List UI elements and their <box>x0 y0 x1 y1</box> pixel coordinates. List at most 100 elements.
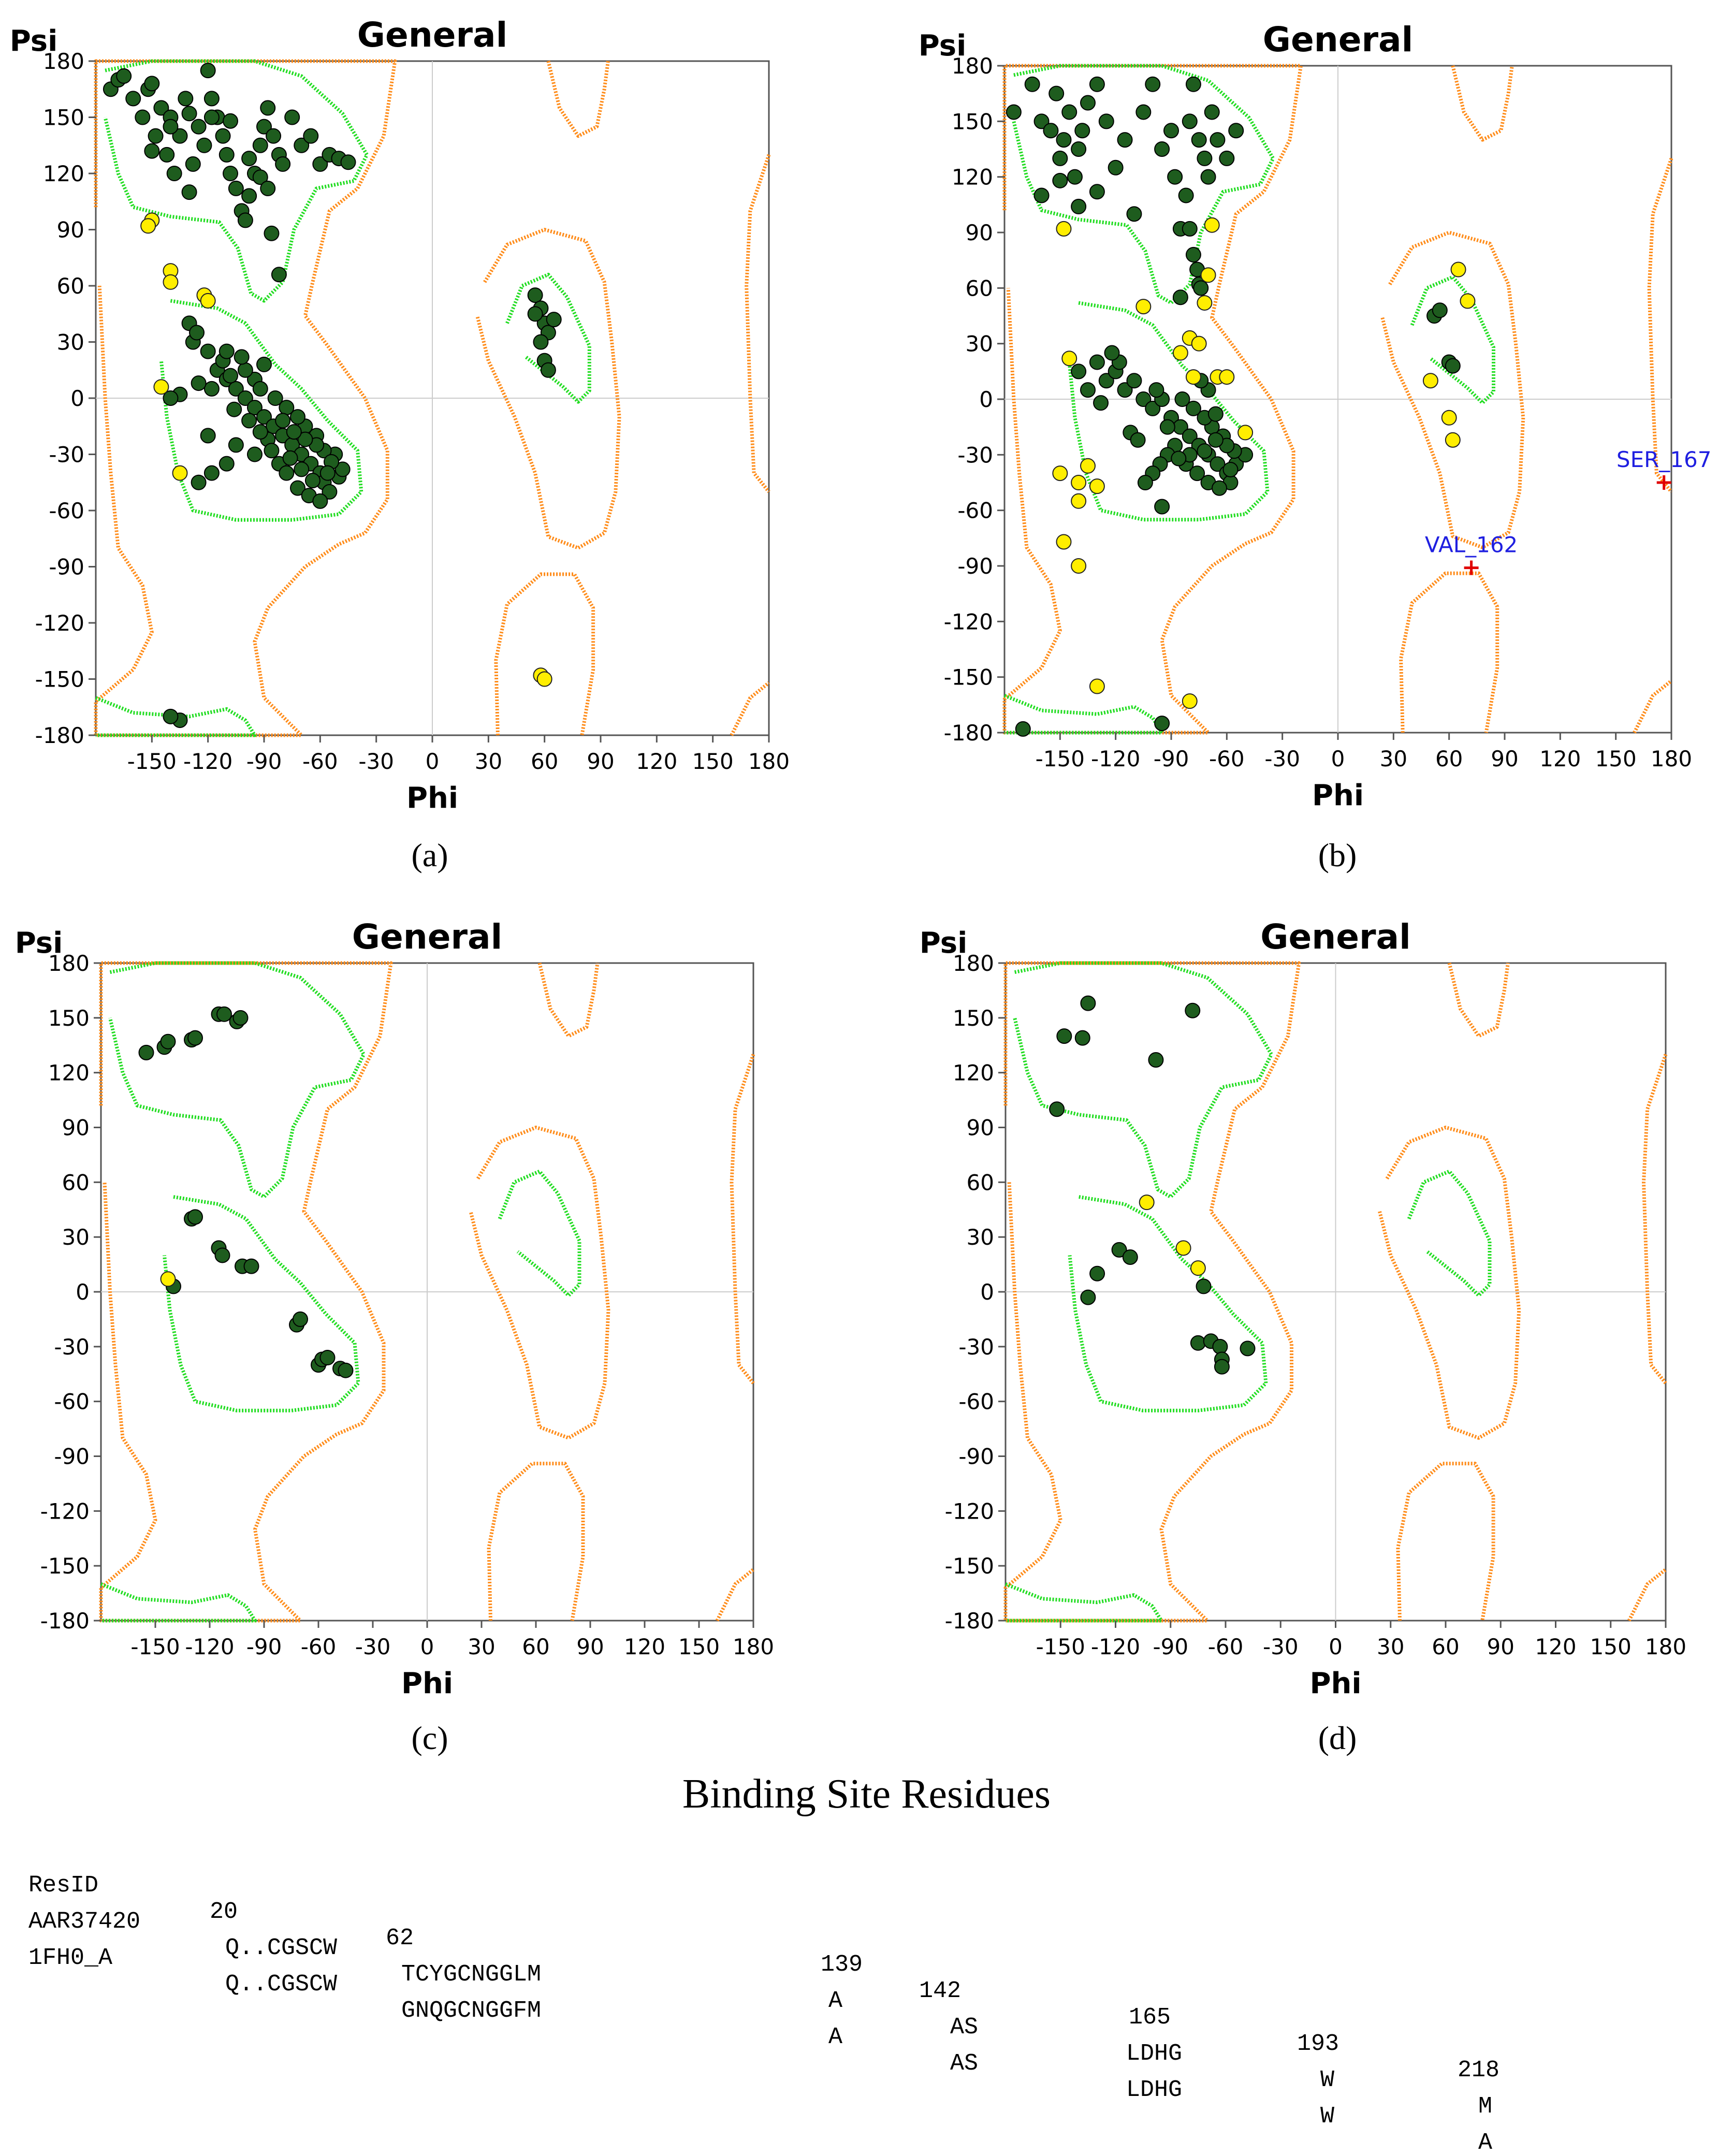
favored-residue-point <box>181 184 197 200</box>
x-tick-label: 60 <box>531 749 558 774</box>
favored-residue-point <box>264 443 280 459</box>
favored-residue-point <box>1080 95 1096 111</box>
favored-residue-point <box>116 68 132 84</box>
favored-residue-point <box>1089 184 1105 200</box>
favored-residue-point <box>256 119 272 135</box>
y-tick-label: 150 <box>952 109 993 134</box>
y-axis-label: Psi <box>920 926 968 960</box>
x-tick-label: 30 <box>1380 746 1407 771</box>
allowed-region-contour <box>494 572 595 736</box>
favored-residue-point <box>200 428 216 444</box>
allowed-residue-point <box>1172 345 1188 361</box>
y-tick-label: 150 <box>48 1006 90 1031</box>
plot-title: General <box>352 917 502 957</box>
favored-residue-point <box>275 156 291 172</box>
seq-block: TCYGCNGGLM <box>401 1961 542 1988</box>
y-tick-label: -120 <box>35 610 84 636</box>
favored-residue-point <box>1185 400 1201 416</box>
favored-residue-point <box>241 151 257 167</box>
favored-residue-point <box>1074 123 1090 139</box>
x-tick-label: 180 <box>733 1634 774 1659</box>
favored-residue-point <box>1033 113 1050 129</box>
favored-region-contour <box>1068 1195 1268 1412</box>
favored-residue-point <box>312 493 328 509</box>
favored-residue-point <box>1174 391 1190 407</box>
favored-residue-point <box>232 1010 249 1026</box>
allowed-residue-point <box>1204 217 1220 233</box>
allowed-residue-point <box>1089 678 1105 694</box>
favored-residue-point <box>527 306 543 322</box>
x-tick-label: 60 <box>1435 746 1463 771</box>
favored-residue-point <box>275 413 291 429</box>
favored-residue-point <box>1228 123 1244 139</box>
favored-residue-point <box>1126 206 1142 222</box>
y-tick-label: -60 <box>54 1389 90 1415</box>
allowed-region-contour <box>1627 1568 1667 1622</box>
x-tick-label: 0 <box>1329 1634 1343 1659</box>
favored-residue-point <box>1212 1338 1228 1354</box>
allowed-residue-point <box>1071 558 1087 574</box>
favored-residue-point <box>148 128 164 144</box>
favored-residue-point <box>304 473 321 489</box>
favored-residue-point <box>1182 221 1198 237</box>
allowed-region-contour <box>1380 230 1525 549</box>
favored-residue-point <box>1080 1289 1096 1305</box>
y-tick-label: -60 <box>957 498 993 523</box>
x-tick-label: 90 <box>1491 746 1518 771</box>
favored-residue-point <box>338 1362 354 1378</box>
y-tick-label: 60 <box>57 273 84 299</box>
favored-region-contour <box>163 1195 360 1412</box>
favored-residue-point <box>1024 76 1040 92</box>
y-tick-label: -90 <box>958 1444 994 1469</box>
ramachandran-plot-a: -150 -120 -90 -60 -30 0 30 60 90 120 150 1801801501… <box>10 15 790 815</box>
y-tick-label: 180 <box>952 53 993 79</box>
y-tick-label: -180 <box>944 720 993 746</box>
favored-residue-point <box>252 169 268 185</box>
favored-residue-point <box>266 128 282 144</box>
favored-residue-point <box>219 147 235 163</box>
favored-region-contour <box>103 59 369 303</box>
seq-block: AS <box>950 2050 979 2077</box>
allowed-residue-point <box>1190 1260 1206 1276</box>
y-tick-label: -90 <box>49 555 84 580</box>
resid-218: 218 <box>1458 2057 1500 2084</box>
x-tick-label: -30 <box>1264 746 1300 771</box>
resid-139: 139 <box>821 1951 863 1978</box>
y-tick-label: 0 <box>980 1279 994 1305</box>
y-tick-label: 150 <box>43 105 84 130</box>
favored-residue-point <box>1117 132 1133 148</box>
x-tick-label: -90 <box>246 749 282 774</box>
allowed-residue-point <box>1422 373 1438 389</box>
favored-residue-point <box>1056 1028 1072 1044</box>
y-tick-label: -90 <box>54 1444 90 1469</box>
favored-residue-point <box>1137 475 1153 490</box>
x-tick-label: 150 <box>692 749 734 774</box>
y-tick-label: 60 <box>966 275 993 301</box>
favored-residue-point <box>1098 373 1114 389</box>
favored-residue-point <box>1098 113 1114 129</box>
seq-block: W <box>1320 2067 1335 2093</box>
resid-62: 62 <box>386 1925 414 1951</box>
favored-residue-point <box>1052 172 1068 188</box>
favored-residue-point <box>1056 132 1072 148</box>
favored-residue-point <box>187 1209 203 1225</box>
y-tick-label: 90 <box>57 217 84 243</box>
x-tick-label: -90 <box>1154 746 1189 771</box>
allowed-region-contour <box>487 1462 585 1621</box>
allowed-residue-point <box>1219 369 1235 385</box>
seq-row-1fh0: 1FH0_A Q..CGSCW GNQGCNGGFM A AS LDHG W A <box>28 1918 1492 2156</box>
seq-block: A <box>1478 2130 1493 2156</box>
y-axis-label: Psi <box>919 29 967 63</box>
favored-residue-point <box>163 708 179 724</box>
y-tick-label: -60 <box>49 498 84 523</box>
allowed-residue-point <box>163 274 179 290</box>
favored-residue-point <box>228 180 244 196</box>
favored-residue-point <box>237 212 253 228</box>
favored-residue-point <box>1182 428 1198 444</box>
allowed-residue-point <box>1441 410 1457 426</box>
x-tick-label: 180 <box>1645 1634 1686 1659</box>
x-tick-label: 150 <box>1595 746 1637 771</box>
favored-residue-point <box>286 424 302 440</box>
favored-residue-point <box>1122 1249 1138 1265</box>
allowed-region-contour <box>1451 65 1514 142</box>
